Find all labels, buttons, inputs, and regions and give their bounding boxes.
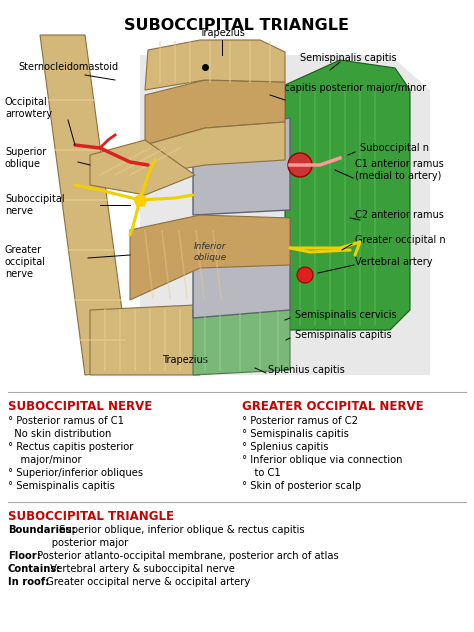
Text: Splenius capitis: Splenius capitis bbox=[268, 365, 345, 375]
Text: SUBOCCIPITAL TRIANGLE: SUBOCCIPITAL TRIANGLE bbox=[125, 18, 349, 33]
Polygon shape bbox=[193, 118, 290, 215]
Polygon shape bbox=[145, 40, 285, 90]
Circle shape bbox=[297, 267, 313, 283]
Text: posterior major: posterior major bbox=[8, 538, 128, 548]
Text: ° Splenius capitis: ° Splenius capitis bbox=[242, 442, 328, 452]
Text: Contains:: Contains: bbox=[8, 564, 61, 574]
Text: SUBOCCIPITAL NERVE: SUBOCCIPITAL NERVE bbox=[8, 400, 152, 413]
Text: ° Superior/inferior obliques: ° Superior/inferior obliques bbox=[8, 468, 143, 478]
Text: Greater occipital nerve & occipital artery: Greater occipital nerve & occipital arte… bbox=[43, 577, 250, 587]
Text: Greater occipital n: Greater occipital n bbox=[355, 235, 446, 245]
Text: Suboccipital n: Suboccipital n bbox=[360, 143, 429, 153]
Circle shape bbox=[288, 153, 312, 177]
Text: In roof:: In roof: bbox=[8, 577, 49, 587]
Text: Semispinalis capitis: Semispinalis capitis bbox=[295, 330, 392, 340]
Text: Trapezius: Trapezius bbox=[199, 28, 245, 38]
Text: ° Semispinalis capitis: ° Semispinalis capitis bbox=[242, 429, 349, 439]
Text: Trapezius: Trapezius bbox=[162, 355, 208, 365]
Text: SUBOCCIPITAL TRIANGLE: SUBOCCIPITAL TRIANGLE bbox=[8, 510, 174, 523]
Polygon shape bbox=[193, 218, 290, 318]
Text: ° Semispinalis capitis: ° Semispinalis capitis bbox=[8, 481, 115, 491]
Text: Semispinalis cervicis: Semispinalis cervicis bbox=[295, 310, 397, 320]
Text: Boundaries:: Boundaries: bbox=[8, 525, 76, 535]
Text: Suboccipital
nerve: Suboccipital nerve bbox=[5, 194, 64, 216]
Text: Inferior
oblique: Inferior oblique bbox=[193, 242, 227, 262]
Text: Posterior atlanto-occipital membrane, posterior arch of atlas: Posterior atlanto-occipital membrane, po… bbox=[34, 551, 338, 561]
Text: ° Skin of posterior scalp: ° Skin of posterior scalp bbox=[242, 481, 361, 491]
Text: C2 anterior ramus: C2 anterior ramus bbox=[355, 210, 444, 220]
Text: Superior oblique, inferior oblique & rectus capitis: Superior oblique, inferior oblique & rec… bbox=[55, 525, 304, 535]
Text: ° Rectus capitis posterior: ° Rectus capitis posterior bbox=[8, 442, 133, 452]
Polygon shape bbox=[145, 122, 285, 175]
Text: Occipital
arrowtery: Occipital arrowtery bbox=[5, 97, 52, 119]
Polygon shape bbox=[130, 215, 290, 300]
Polygon shape bbox=[193, 308, 290, 375]
Polygon shape bbox=[90, 140, 195, 195]
Text: Vertebral artery & suboccipital nerve: Vertebral artery & suboccipital nerve bbox=[47, 564, 235, 574]
Text: Floor:: Floor: bbox=[8, 551, 41, 561]
Text: No skin distribution: No skin distribution bbox=[8, 429, 111, 439]
Text: ° Inferior oblique via connection: ° Inferior oblique via connection bbox=[242, 455, 402, 465]
Text: Superior
oblique: Superior oblique bbox=[5, 147, 46, 169]
Text: C1 anterior ramus
(medial to artery): C1 anterior ramus (medial to artery) bbox=[355, 159, 444, 181]
Text: Sternocleidomastoid: Sternocleidomastoid bbox=[18, 62, 118, 72]
Text: Rectus capitis posterior major/minor: Rectus capitis posterior major/minor bbox=[248, 83, 426, 93]
Text: Vertebral artery: Vertebral artery bbox=[355, 257, 432, 267]
Text: Greater
occipital
nerve: Greater occipital nerve bbox=[5, 245, 46, 279]
Text: GREATER OCCIPITAL NERVE: GREATER OCCIPITAL NERVE bbox=[242, 400, 424, 413]
Text: to C1: to C1 bbox=[242, 468, 281, 478]
Polygon shape bbox=[140, 55, 430, 375]
Text: Semispinalis capitis: Semispinalis capitis bbox=[300, 53, 397, 63]
Text: ° Posterior ramus of C1: ° Posterior ramus of C1 bbox=[8, 416, 124, 426]
Polygon shape bbox=[145, 80, 285, 145]
Text: major/minor: major/minor bbox=[8, 455, 82, 465]
Polygon shape bbox=[40, 35, 130, 375]
Text: ° Posterior ramus of C2: ° Posterior ramus of C2 bbox=[242, 416, 358, 426]
Polygon shape bbox=[90, 305, 200, 375]
Polygon shape bbox=[285, 60, 410, 330]
